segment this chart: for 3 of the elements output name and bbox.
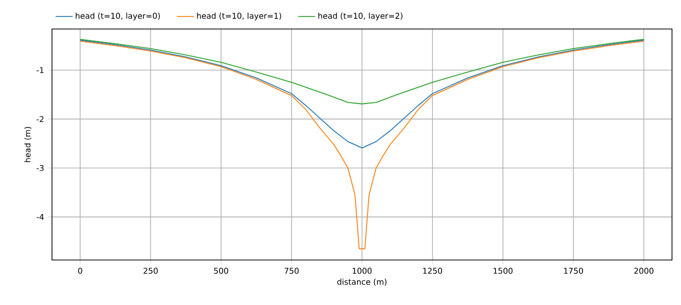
line-series [80,40,644,148]
line-series [80,38,644,104]
line-series [80,40,644,250]
